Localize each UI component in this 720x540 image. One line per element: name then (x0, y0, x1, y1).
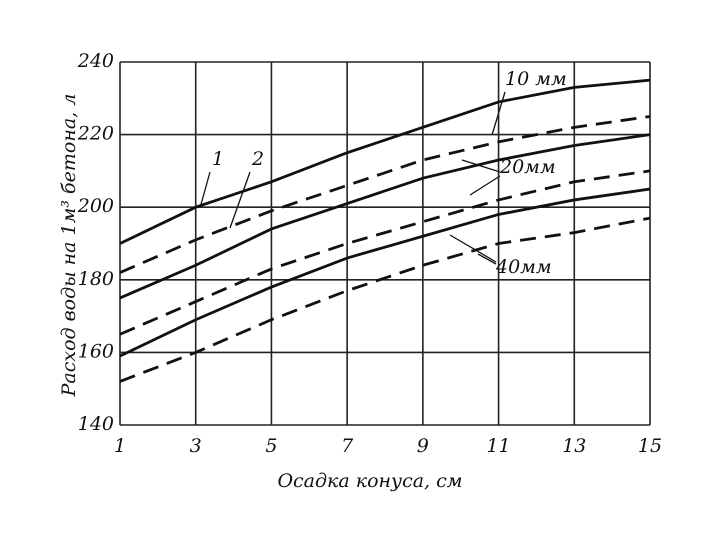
series-line (119, 169, 651, 336)
annotation: 10 мм (505, 68, 567, 90)
y-axis-label: Расход воды на 1м³ бетона, л (58, 94, 80, 398)
annotation: 40мм (495, 256, 552, 278)
y-tick-label: 160 (78, 340, 114, 362)
annotation: 1 (212, 148, 224, 170)
x-tick-label: 3 (190, 435, 202, 457)
series-line (119, 78, 651, 245)
x-tick-label: 15 (638, 435, 662, 457)
x-tick-label: 5 (265, 435, 277, 457)
x-tick-label: 13 (562, 435, 586, 457)
annotation: 20мм (499, 156, 556, 178)
pointer (461, 159, 501, 196)
series-line (119, 133, 651, 300)
y-tick-label: 200 (77, 195, 114, 217)
y-tick-label: 220 (77, 123, 114, 145)
y-tick-label: 140 (78, 413, 114, 435)
x-tick-label: 1 (114, 435, 126, 457)
pointer (449, 234, 497, 265)
annotation: 2 (251, 148, 264, 170)
pointers (199, 91, 506, 265)
x-tick-label: 9 (417, 435, 429, 457)
x-tick-label: 11 (486, 435, 510, 457)
pointer (229, 171, 251, 229)
pointer (199, 171, 211, 209)
y-tick-label: 240 (77, 50, 114, 72)
x-tick-label: 7 (341, 435, 354, 457)
x-axis-label: Осадка конуса, см (277, 470, 462, 492)
series-line (119, 115, 651, 274)
series-line (119, 187, 651, 358)
series-line (119, 216, 651, 383)
y-tick-label: 180 (78, 268, 114, 290)
